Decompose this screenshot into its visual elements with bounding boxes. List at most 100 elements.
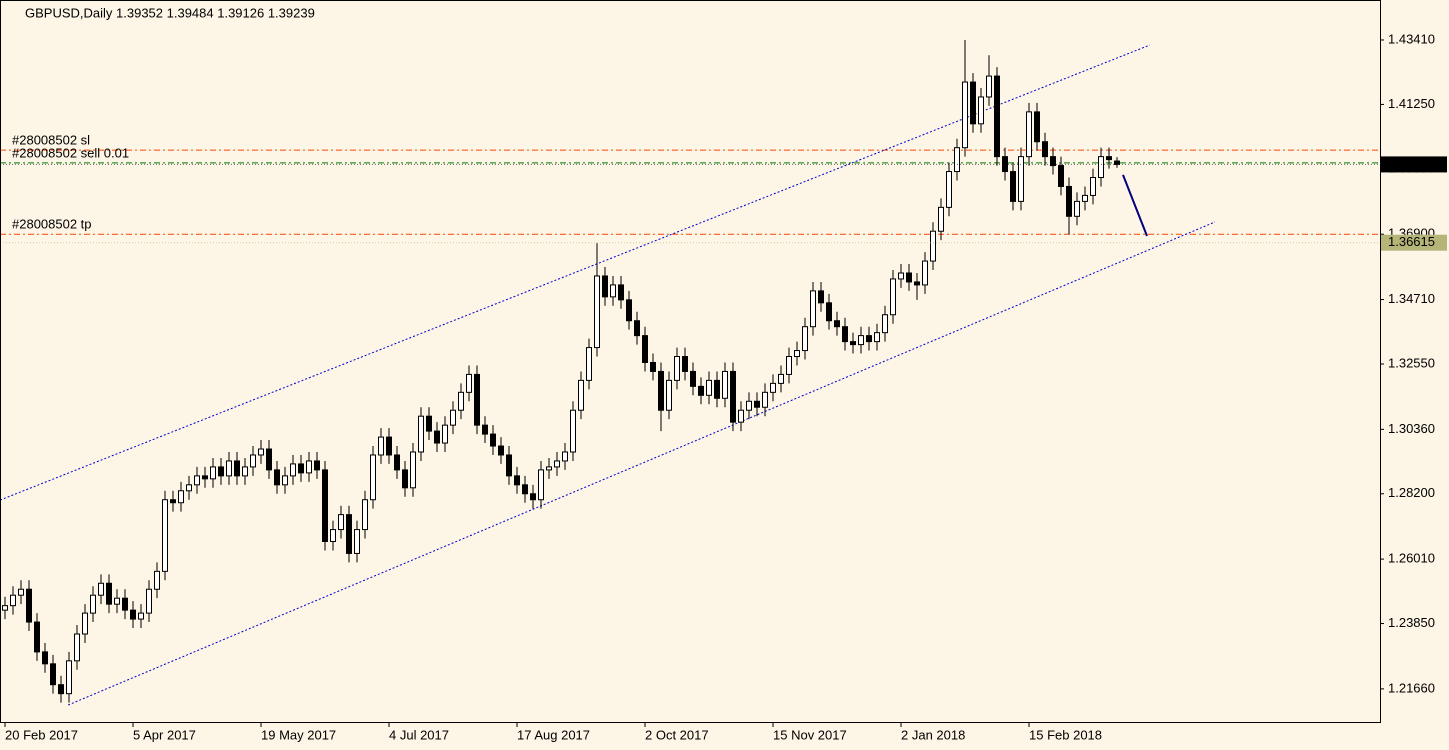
candle-body: [938, 206, 944, 232]
candle-body: [122, 597, 128, 611]
candle-body: [234, 460, 240, 477]
candle-body: [826, 302, 832, 322]
candle-body: [562, 451, 568, 462]
candle-body: [690, 370, 696, 387]
x-tick-label: 5 Apr 2017: [133, 727, 196, 742]
price-label: 1.36615: [1388, 234, 1435, 249]
candle-body: [514, 475, 520, 486]
candle-body: [2, 605, 8, 611]
candle-body: [378, 436, 384, 456]
candle-body: [210, 466, 216, 480]
candle-body: [986, 75, 992, 98]
candle-body: [602, 275, 608, 298]
x-tick-label: 19 May 2017: [261, 727, 336, 742]
candle-body: [330, 529, 336, 542]
candle-body: [554, 460, 560, 468]
candle-body: [258, 448, 264, 456]
candle-body: [410, 451, 416, 489]
candle-body: [946, 171, 952, 208]
candle-body: [802, 326, 808, 352]
candle-body: [666, 379, 672, 411]
candle-body: [586, 347, 592, 381]
y-tick-label: 1.32550: [1388, 355, 1435, 370]
x-tick-label: 15 Nov 2017: [773, 727, 847, 742]
y-tick-label: 1.23850: [1388, 615, 1435, 630]
candle-body: [370, 454, 376, 501]
candle-body: [754, 400, 760, 408]
candle-body: [266, 448, 272, 471]
price-label: 1.39239: [1388, 156, 1435, 171]
candle-body: [346, 514, 352, 554]
candle-body: [954, 147, 960, 173]
candle-body: [218, 466, 224, 477]
chart-title: GBPUSD,Daily 1.39352 1.39484 1.39126 1.3…: [25, 5, 315, 20]
candle-body: [1098, 156, 1104, 179]
x-tick-label: 20 Feb 2017: [5, 727, 78, 742]
x-tick-label: 17 Aug 2017: [517, 727, 590, 742]
candle-body: [978, 96, 984, 125]
candle-body: [426, 415, 432, 432]
candle-body: [626, 299, 632, 322]
candle-body: [490, 433, 496, 447]
candle-body: [722, 370, 728, 399]
candle-body: [922, 260, 928, 286]
candle-body: [194, 475, 200, 486]
price-label-box: [1381, 234, 1447, 251]
candle-body: [738, 409, 744, 423]
candle-body: [1066, 185, 1072, 217]
candle-body: [306, 460, 312, 474]
candle-body: [618, 284, 624, 301]
candle-body: [274, 469, 280, 486]
candle-body: [786, 356, 792, 375]
candle-body: [1106, 156, 1112, 161]
candle-body: [610, 284, 616, 298]
candle-body: [450, 409, 456, 426]
y-tick-label: 1.43410: [1388, 31, 1435, 46]
candle-body: [1082, 194, 1088, 202]
candle-body: [458, 391, 464, 411]
candle-body: [762, 391, 768, 408]
candle-body: [970, 81, 976, 125]
candle-body: [1026, 111, 1032, 158]
candle-body: [730, 370, 736, 423]
candle-body: [650, 361, 656, 372]
candle-body: [546, 466, 552, 471]
candle-body: [1114, 160, 1120, 165]
candle-body: [114, 597, 120, 605]
candle-body: [362, 499, 368, 531]
candle-body: [1042, 141, 1048, 158]
candle-body: [714, 379, 720, 399]
order-label: #28008502 sl: [12, 133, 90, 148]
candle-body: [850, 341, 856, 346]
candle-body: [1074, 200, 1080, 217]
plot-frame: [0, 0, 1381, 723]
candle-body: [1050, 156, 1056, 167]
candle-body: [418, 415, 424, 453]
candle-body: [642, 335, 648, 363]
candle-body: [498, 445, 504, 456]
candle-body: [442, 424, 448, 444]
candle-body: [578, 379, 584, 411]
y-tick-label: 1.26010: [1388, 551, 1435, 566]
candle-body: [842, 326, 848, 343]
candle-body: [890, 278, 896, 316]
candle-body: [466, 373, 472, 393]
candle-body: [1010, 171, 1016, 202]
candle-body: [154, 570, 160, 590]
candle-body: [130, 609, 136, 620]
candle-body: [770, 382, 776, 393]
candle-body: [202, 475, 208, 480]
candle-body: [882, 314, 888, 334]
candle-body: [1018, 156, 1024, 202]
candle-body: [658, 370, 664, 411]
candle-body: [26, 588, 32, 623]
candle-body: [914, 281, 920, 286]
candle-body: [98, 582, 104, 596]
x-tick-label: 2 Jan 2018: [901, 727, 965, 742]
candle-body: [42, 651, 48, 665]
candle-body: [82, 612, 88, 635]
y-tick-label: 1.41250: [1388, 96, 1435, 111]
candle-body: [322, 469, 328, 542]
